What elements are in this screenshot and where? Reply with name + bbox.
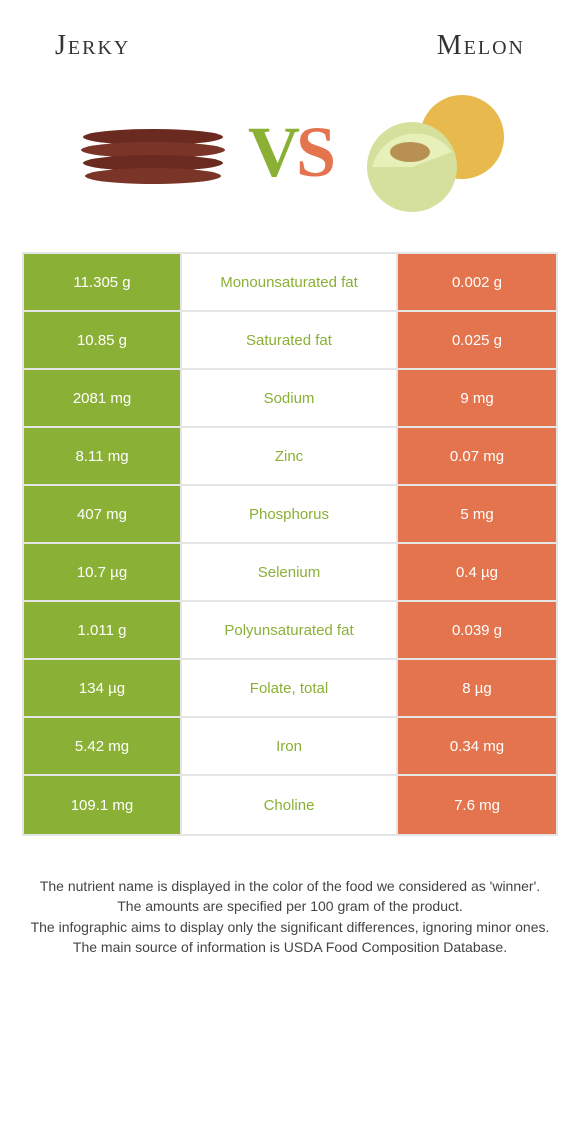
cell-nutrient-label: Folate, total xyxy=(182,660,398,716)
cell-nutrient-label: Zinc xyxy=(182,428,398,484)
cell-nutrient-label: Phosphorus xyxy=(182,486,398,542)
cell-nutrient-label: Choline xyxy=(182,776,398,834)
table-row: 134 µgFolate, total8 µg xyxy=(24,660,556,718)
cell-left-value: 11.305 g xyxy=(24,254,182,310)
cell-right-value: 5 mg xyxy=(398,486,556,542)
cell-right-value: 0.07 mg xyxy=(398,428,556,484)
vs-text: VS xyxy=(248,111,332,194)
cell-right-value: 0.4 µg xyxy=(398,544,556,600)
food-image-right xyxy=(342,82,512,222)
footer-line: The amounts are specified per 100 gram o… xyxy=(22,896,558,916)
cell-left-value: 134 µg xyxy=(24,660,182,716)
vs-v-letter: V xyxy=(248,112,296,192)
table-row: 8.11 mgZinc0.07 mg xyxy=(24,428,556,486)
table-row: 1.011 gPolyunsaturated fat0.039 g xyxy=(24,602,556,660)
cell-right-value: 0.002 g xyxy=(398,254,556,310)
table-row: 10.85 gSaturated fat0.025 g xyxy=(24,312,556,370)
cell-left-value: 10.7 µg xyxy=(24,544,182,600)
food-image-left xyxy=(68,82,238,222)
cell-right-value: 9 mg xyxy=(398,370,556,426)
footer-line: The main source of information is USDA F… xyxy=(22,937,558,957)
cell-right-value: 0.025 g xyxy=(398,312,556,368)
cell-right-value: 0.34 mg xyxy=(398,718,556,774)
table-row: 2081 mgSodium9 mg xyxy=(24,370,556,428)
food-title-left: Jerky xyxy=(55,30,130,62)
cell-right-value: 7.6 mg xyxy=(398,776,556,834)
cell-left-value: 8.11 mg xyxy=(24,428,182,484)
cell-nutrient-label: Iron xyxy=(182,718,398,774)
cell-left-value: 1.011 g xyxy=(24,602,182,658)
footer-line: The infographic aims to display only the… xyxy=(22,917,558,937)
cell-left-value: 109.1 mg xyxy=(24,776,182,834)
cell-left-value: 5.42 mg xyxy=(24,718,182,774)
vs-s-letter: S xyxy=(296,112,332,192)
table-row: 10.7 µgSelenium0.4 µg xyxy=(24,544,556,602)
cell-nutrient-label: Selenium xyxy=(182,544,398,600)
cell-nutrient-label: Polyunsaturated fat xyxy=(182,602,398,658)
vs-row: VS xyxy=(0,72,580,252)
cell-nutrient-label: Saturated fat xyxy=(182,312,398,368)
cell-left-value: 10.85 g xyxy=(24,312,182,368)
footer-line: The nutrient name is displayed in the co… xyxy=(22,876,558,896)
cell-right-value: 0.039 g xyxy=(398,602,556,658)
cell-left-value: 407 mg xyxy=(24,486,182,542)
cell-right-value: 8 µg xyxy=(398,660,556,716)
table-row: 5.42 mgIron0.34 mg xyxy=(24,718,556,776)
table-row: 11.305 gMonounsaturated fat0.002 g xyxy=(24,254,556,312)
table-row: 109.1 mgCholine7.6 mg xyxy=(24,776,556,834)
nutrient-table: 11.305 gMonounsaturated fat0.002 g10.85 … xyxy=(22,252,558,836)
table-row: 407 mgPhosphorus5 mg xyxy=(24,486,556,544)
cell-nutrient-label: Monounsaturated fat xyxy=(182,254,398,310)
footer-notes: The nutrient name is displayed in the co… xyxy=(22,876,558,957)
cell-left-value: 2081 mg xyxy=(24,370,182,426)
header: Jerky Melon xyxy=(0,0,580,72)
food-title-right: Melon xyxy=(437,30,525,62)
cell-nutrient-label: Sodium xyxy=(182,370,398,426)
